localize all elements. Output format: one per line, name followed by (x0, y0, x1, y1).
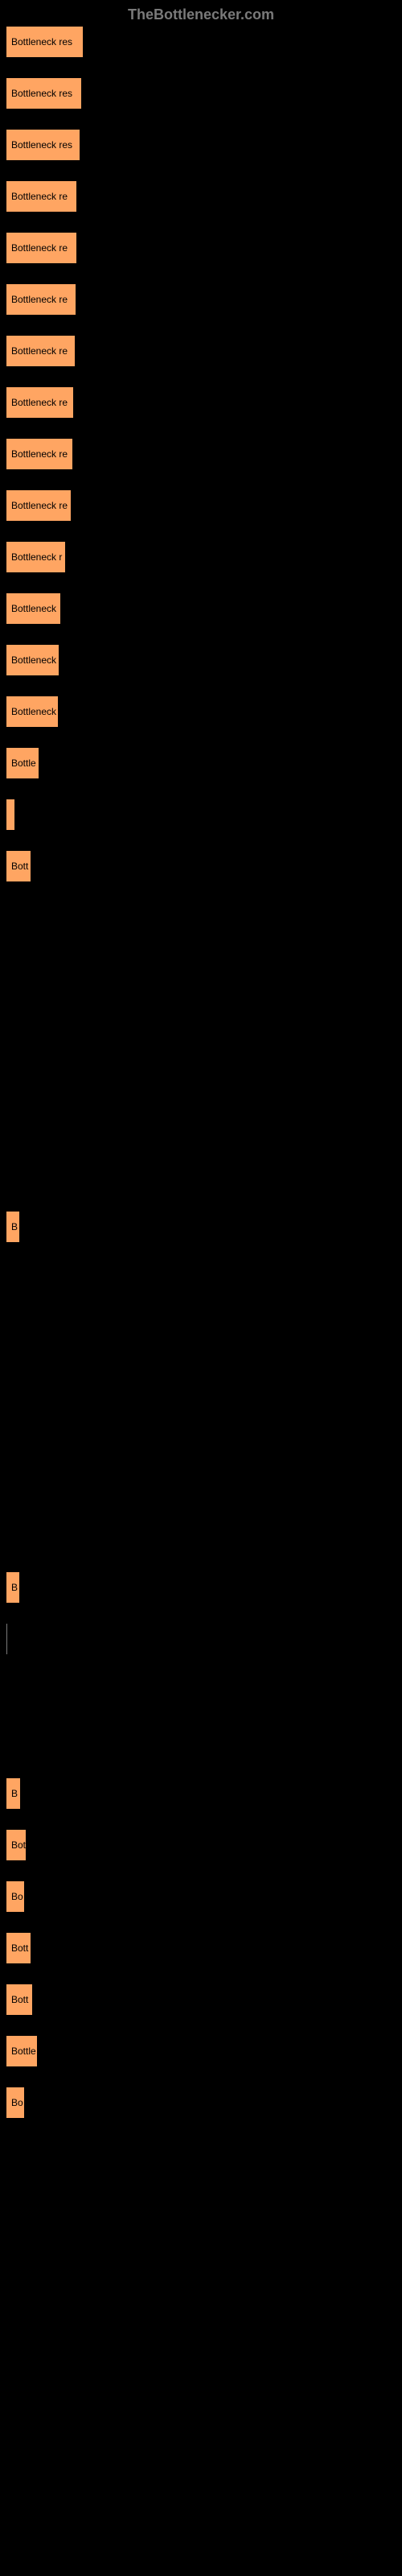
bar-label: Bottleneck (11, 654, 56, 666)
bar-row: B (6, 1778, 396, 1809)
bar: Bot (6, 1830, 26, 1860)
bar-label: B (11, 1221, 18, 1232)
bar-label: Bottleneck re (11, 397, 68, 408)
bar-label: Bottle (11, 2046, 36, 2057)
bar-label: Bottleneck re (11, 242, 68, 254)
bar-row (6, 1675, 396, 1706)
bar-row: Bottleneck re (6, 233, 396, 263)
bar-row: Bot (6, 1830, 396, 1860)
bar-row (6, 1624, 396, 1654)
bar-label: B (11, 1788, 18, 1799)
header-title: TheBottlenecker.com (128, 6, 274, 23)
bar-row (6, 1263, 396, 1294)
bar-row: Bottleneck re (6, 490, 396, 521)
bar-label: Bottleneck re (11, 294, 68, 305)
bar-row (6, 954, 396, 985)
bar-label: Bottleneck (11, 706, 56, 717)
bar-label: Bottleneck re (11, 448, 68, 460)
bar: Bottleneck res (6, 78, 81, 109)
bar-label: Bott (11, 1994, 28, 2005)
bar-label: Bottleneck re (11, 345, 68, 357)
bar-row (6, 1727, 396, 1757)
bar: Bottleneck re (6, 284, 76, 315)
bar-row: Bottleneck re (6, 181, 396, 212)
bar-label: B (11, 1582, 18, 1593)
bar: Bott (6, 1984, 32, 2015)
bar-row (6, 1469, 396, 1500)
bar-row (6, 1057, 396, 1088)
bar-label: Bot (11, 1839, 26, 1851)
bar-label: Bott (11, 861, 28, 872)
bar: Bottle (6, 2036, 37, 2066)
bar-row: B (6, 1572, 396, 1603)
bar: Bottleneck r (6, 542, 65, 572)
bar-row: Bottleneck res (6, 130, 396, 160)
bar: Bott (6, 851, 31, 881)
bar: Bottleneck (6, 696, 58, 727)
bar-label: Bottle (11, 758, 36, 769)
bar: Bottleneck res (6, 130, 80, 160)
bar-row: Bottleneck re (6, 387, 396, 418)
bar: Bott (6, 1933, 31, 1963)
bar-row (6, 799, 396, 830)
bar-row (6, 1418, 396, 1448)
bar-chart: Bottleneck res Bottleneck res Bottleneck r… (0, 27, 402, 2118)
bar: Bottleneck res (6, 27, 83, 57)
bar (6, 799, 14, 830)
bar-row: Bottle (6, 748, 396, 778)
bar-label: Bo (11, 2097, 23, 2108)
bar-row (6, 1005, 396, 1036)
bar: Bottleneck re (6, 181, 76, 212)
bar-row: B (6, 1212, 396, 1242)
bar-row: Bottleneck r (6, 542, 396, 572)
bar-label: Bottleneck res (11, 139, 72, 151)
bar-label: Bottleneck res (11, 36, 72, 47)
bar-row: Bottleneck (6, 696, 396, 727)
bar-row (6, 902, 396, 933)
bar-row: Bottleneck re (6, 336, 396, 366)
bar-row: Bottleneck re (6, 284, 396, 315)
bar-row: Bottleneck (6, 645, 396, 675)
bar-row (6, 1366, 396, 1397)
bar-label: Bo (11, 1891, 23, 1902)
bar-row: Bottleneck re (6, 439, 396, 469)
bar-thin (6, 1624, 7, 1654)
bar: Bottleneck re (6, 387, 73, 418)
bar-row: Bott (6, 851, 396, 881)
bar-row: Bo (6, 2087, 396, 2118)
bar: Bottleneck re (6, 439, 72, 469)
bar: Bo (6, 2087, 24, 2118)
bar-row: Bottleneck (6, 593, 396, 624)
bar: Bottleneck re (6, 233, 76, 263)
bar-label: Bottleneck re (11, 500, 68, 511)
bar-row: Bottleneck res (6, 78, 396, 109)
bar: Bottleneck (6, 593, 60, 624)
bar-row (6, 1521, 396, 1551)
bar-row: Bottleneck res (6, 27, 396, 57)
bar-row (6, 1315, 396, 1345)
bar-row: Bo (6, 1881, 396, 1912)
bar: B (6, 1212, 19, 1242)
bar-label: Bottleneck re (11, 191, 68, 202)
bar-label: Bottleneck r (11, 551, 62, 563)
bar: Bottle (6, 748, 39, 778)
bar-row: Bott (6, 1933, 396, 1963)
bar-row (6, 1108, 396, 1139)
bar: B (6, 1778, 20, 1809)
bar: Bottleneck re (6, 336, 75, 366)
bar-row: Bottle (6, 2036, 396, 2066)
bar: Bo (6, 1881, 24, 1912)
bar-row (6, 1160, 396, 1191)
bar-label: Bottleneck (11, 603, 56, 614)
bar: Bottleneck re (6, 490, 71, 521)
bar: Bottleneck (6, 645, 59, 675)
bar-label: Bottleneck res (11, 88, 72, 99)
bar-row: Bott (6, 1984, 396, 2015)
bar-label: Bott (11, 1942, 28, 1954)
page-header: TheBottlenecker.com (0, 0, 402, 27)
bar: B (6, 1572, 19, 1603)
